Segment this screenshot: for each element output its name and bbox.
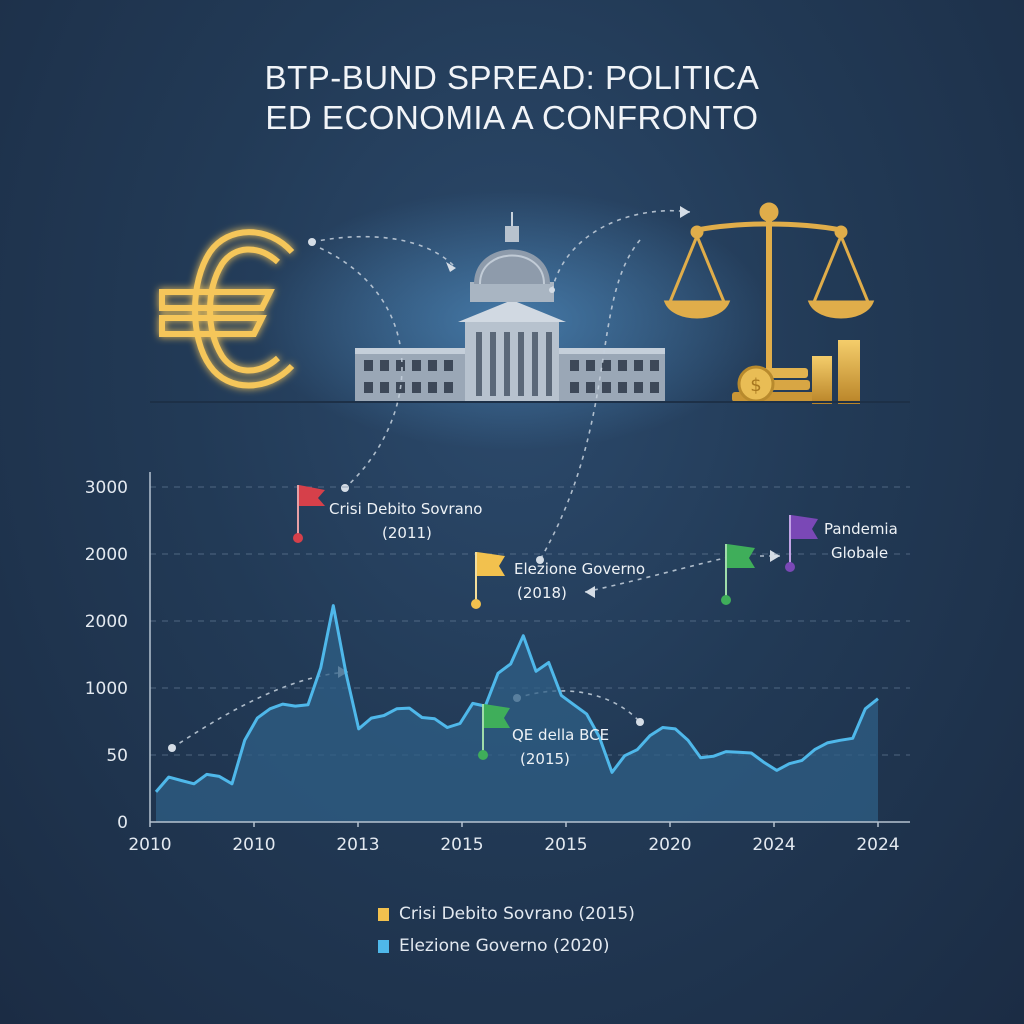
- event-1-label: Crisi Debito Sovrano: [329, 500, 482, 518]
- event-1-sublabel: (2011): [382, 524, 432, 542]
- y-tick-label: 0: [117, 813, 128, 833]
- event-3-sublabel: (2015): [520, 750, 570, 768]
- coins-icon: $: [732, 365, 818, 403]
- series-line: [154, 604, 879, 793]
- event-flag-4: [721, 544, 755, 605]
- x-tick-label: 2010: [232, 835, 275, 855]
- legend-item-2: Elezione Governo (2020): [378, 930, 635, 962]
- scales-icon: [663, 202, 875, 380]
- legend-label-2: Elezione Governo (2020): [399, 936, 610, 956]
- event-4-sublabel: Globale: [831, 544, 888, 562]
- chart-title-line-1: BTP-BUND SPREAD: POLITICA: [264, 59, 760, 96]
- x-tick-label: 2010: [128, 835, 171, 855]
- parliament-icon: [355, 212, 665, 402]
- legend-swatch-1: [378, 907, 389, 921]
- chart-title-line-2: ED ECONOMIA A CONFRONTO: [265, 99, 759, 136]
- y-ticks: 0 50 1000 2000 2000 3000: [85, 478, 128, 833]
- event-4-label: Pandemia: [824, 520, 898, 538]
- bar-chart-icon: [812, 340, 860, 404]
- event-3-label: QE della BCE: [512, 726, 609, 744]
- event-flag-5: Pandemia Globale: [785, 515, 898, 572]
- legend-label-1: Crisi Debito Sovrano (2015): [399, 904, 635, 924]
- chart-area: [154, 604, 879, 822]
- y-tick-label: 50: [106, 746, 128, 766]
- x-ticks: 2010 2010 2013 2015 2015 2020 2024 2024: [128, 822, 900, 855]
- x-tick-label: 2015: [440, 835, 483, 855]
- chart-legend: Crisi Debito Sovrano (2015) Elezione Gov…: [378, 898, 635, 962]
- event-flag-3: QE della BCE (2015): [478, 704, 609, 768]
- x-tick-label: 2020: [648, 835, 691, 855]
- series-area: [156, 605, 878, 822]
- event-flag-2: Elezione Governo (2018): [471, 552, 645, 609]
- event-2-sublabel: (2018): [517, 584, 567, 602]
- euro-icon: [159, 229, 295, 389]
- x-tick-label: 2024: [856, 835, 899, 855]
- legend-swatch-2: [378, 939, 389, 953]
- event-2-label: Elezione Governo: [514, 560, 645, 578]
- x-tick-label: 2024: [752, 835, 795, 855]
- x-tick-label: 2013: [336, 835, 379, 855]
- chart-title: BTP-BUND SPREAD: POLITICA ED ECONOMIA A …: [0, 58, 1024, 138]
- event-flag-1: Crisi Debito Sovrano (2011): [293, 485, 482, 543]
- legend-item-1: Crisi Debito Sovrano (2015): [378, 898, 635, 930]
- chart-axes: [149, 472, 910, 823]
- y-tick-label: 3000: [85, 478, 128, 498]
- y-tick-label: 2000: [85, 545, 128, 565]
- svg-text:$: $: [750, 375, 761, 396]
- x-tick-label: 2015: [544, 835, 587, 855]
- y-tick-label: 2000: [85, 612, 128, 632]
- y-tick-label: 1000: [85, 679, 128, 699]
